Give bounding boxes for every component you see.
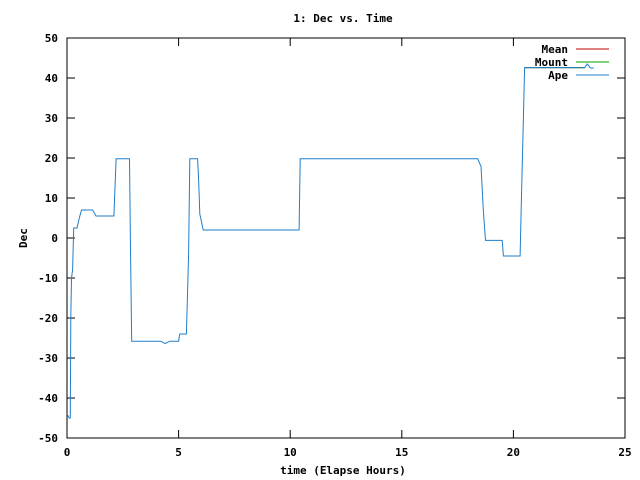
- series-line-ape: [66, 63, 594, 419]
- legend-label-mean: Mean: [542, 43, 569, 56]
- x-tick-label: 0: [64, 446, 71, 459]
- y-tick-label: 40: [45, 72, 58, 85]
- series-line-mean: [203, 67, 585, 231]
- x-tick-label: 10: [284, 446, 297, 459]
- y-tick-label: -50: [38, 432, 58, 445]
- plot-frame: [66, 37, 626, 439]
- y-tick-label: 20: [45, 152, 58, 165]
- x-tick-label: 20: [507, 446, 520, 459]
- x-axis-label: time (Elapse Hours): [280, 464, 406, 477]
- y-tick-label: 0: [51, 232, 58, 245]
- legend-label-ape: Ape: [548, 69, 568, 82]
- chart-title: 1: Dec vs. Time: [293, 12, 393, 25]
- y-tick-label: -40: [38, 392, 58, 405]
- y-tick-label: -10: [38, 272, 58, 285]
- y-tick-label: -20: [38, 312, 58, 325]
- x-tick-label: 25: [618, 446, 631, 459]
- series-lines: [66, 63, 594, 419]
- axis-ticks: -50 -40 -30 -20 -10 0 10 20 30 40 50 0 5 10 15 20 25: [38, 32, 632, 459]
- legend-label-mount: Mount: [535, 56, 568, 69]
- y-tick-label: 50: [45, 32, 58, 45]
- y-tick-label: -30: [38, 352, 58, 365]
- x-tick-label: 15: [395, 446, 408, 459]
- x-tick-label: 5: [175, 446, 182, 459]
- y-tick-label: 30: [45, 112, 58, 125]
- y-tick-label: 10: [45, 192, 58, 205]
- y-axis-label: Dec: [17, 228, 30, 248]
